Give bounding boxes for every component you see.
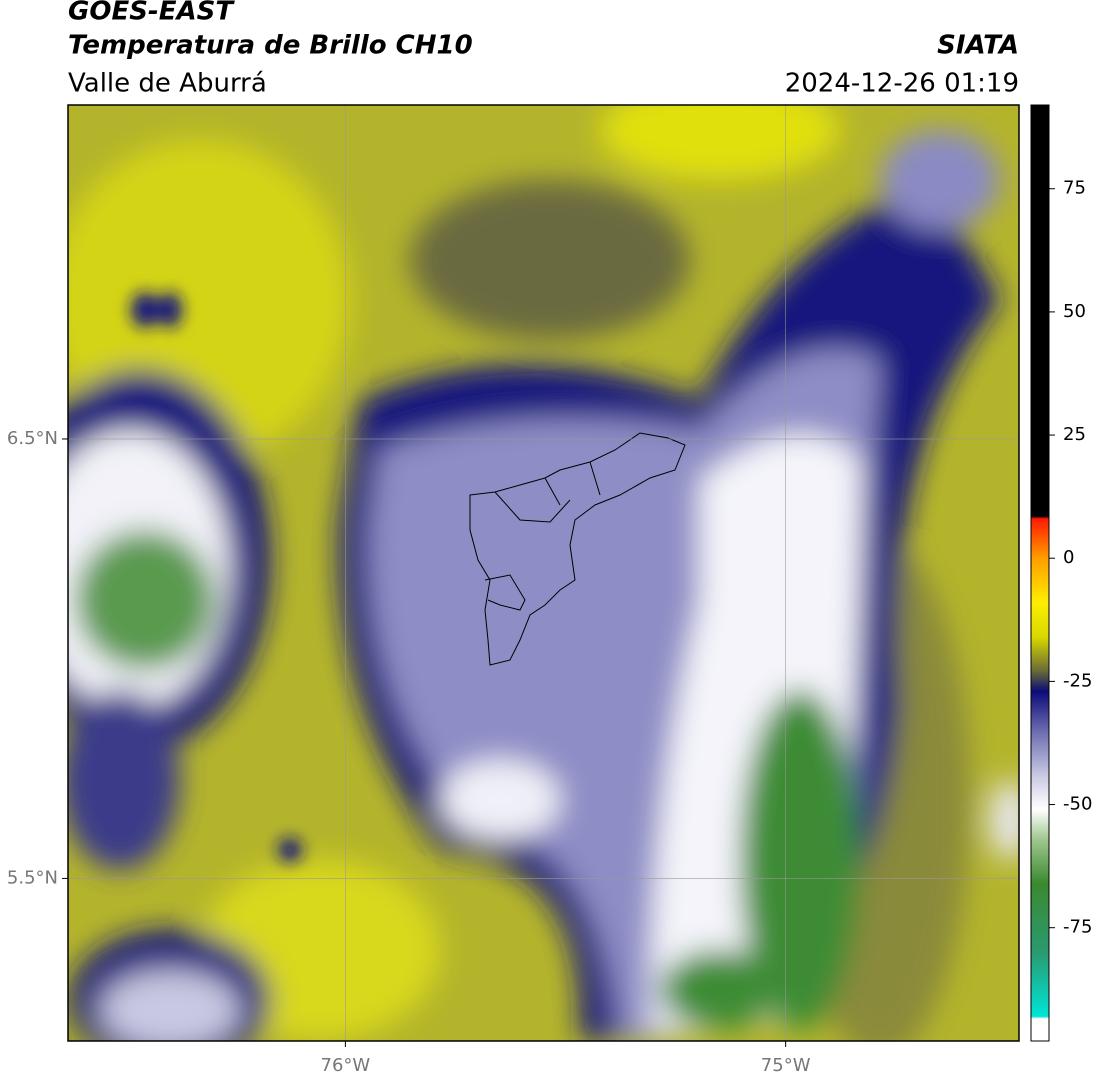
colorbar [1030, 104, 1050, 1042]
y-tick-label: 6.5°N [7, 428, 58, 449]
x-tick-label: 75°W [761, 1055, 811, 1076]
region: Valle de Aburrá [68, 69, 267, 99]
timestamp: 2024-12-26 01:19 [785, 69, 1019, 99]
x-tick-label: 76°W [321, 1055, 371, 1076]
grid [68, 105, 1019, 1041]
colorbar-tick-label: 75 [1063, 178, 1086, 199]
colorbar-tick-label: 0 [1063, 547, 1074, 568]
title: GOES-EAST [68, 0, 235, 27]
colorbar-tick-label: 25 [1063, 424, 1086, 445]
satellite-image [68, 105, 1019, 1041]
municipal-boundaries [469, 432, 686, 666]
colorbar-tick-label: -75 [1063, 917, 1092, 938]
map-frame [67, 104, 1020, 1042]
colorbar-tick-label: -50 [1063, 794, 1092, 815]
colorbar-tick-label: 50 [1063, 301, 1086, 322]
colorbar-tick-label: -25 [1063, 670, 1092, 691]
y-tick-label: 5.5°N [7, 867, 58, 888]
source: SIATA [937, 31, 1019, 61]
subtitle: Temperatura de Brillo CH10 [68, 31, 473, 61]
